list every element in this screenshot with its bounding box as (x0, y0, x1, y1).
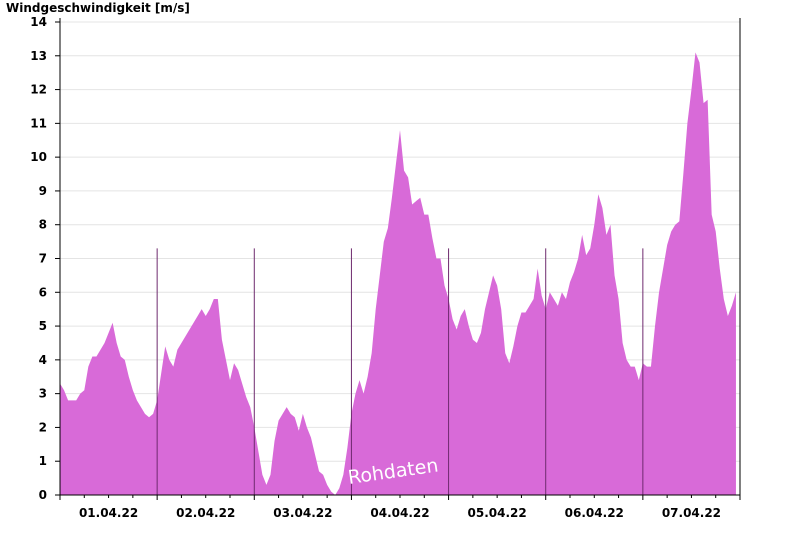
y-tick-label: 11 (30, 116, 47, 130)
y-tick-label: 7 (39, 252, 47, 266)
x-tick-label: 05.04.22 (468, 506, 527, 520)
y-tick-label: 4 (39, 353, 47, 367)
x-tick-label: 01.04.22 (79, 506, 138, 520)
y-tick-label: 13 (30, 49, 47, 63)
wind-speed-area (60, 52, 736, 495)
y-tick-label: 8 (39, 218, 47, 232)
x-tick-label: 03.04.22 (273, 506, 332, 520)
y-tick-label: 12 (30, 83, 47, 97)
y-tick-label: 0 (39, 488, 47, 502)
y-tick-label: 6 (39, 285, 47, 299)
y-tick-label: 3 (39, 387, 47, 401)
chart-title: Windgeschwindigkeit [m/s] (6, 1, 190, 15)
x-tick-label: 04.04.22 (370, 506, 429, 520)
y-tick-label: 5 (39, 319, 47, 333)
x-tick-label: 02.04.22 (176, 506, 235, 520)
y-tick-label: 14 (30, 15, 47, 29)
y-tick-label: 9 (39, 184, 47, 198)
x-tick-labels: 01.04.22 02.04.22 03.04.22 04.04.22 05.04.22… (79, 506, 721, 520)
y-tick-label: 2 (39, 420, 47, 434)
y-tick-label: 10 (30, 150, 47, 164)
x-tick-label: 06.04.22 (565, 506, 624, 520)
day-separators (156, 248, 644, 495)
y-tick-label: 1 (39, 454, 47, 468)
x-tick-label: 07.04.22 (662, 506, 721, 520)
axes (55, 18, 741, 500)
